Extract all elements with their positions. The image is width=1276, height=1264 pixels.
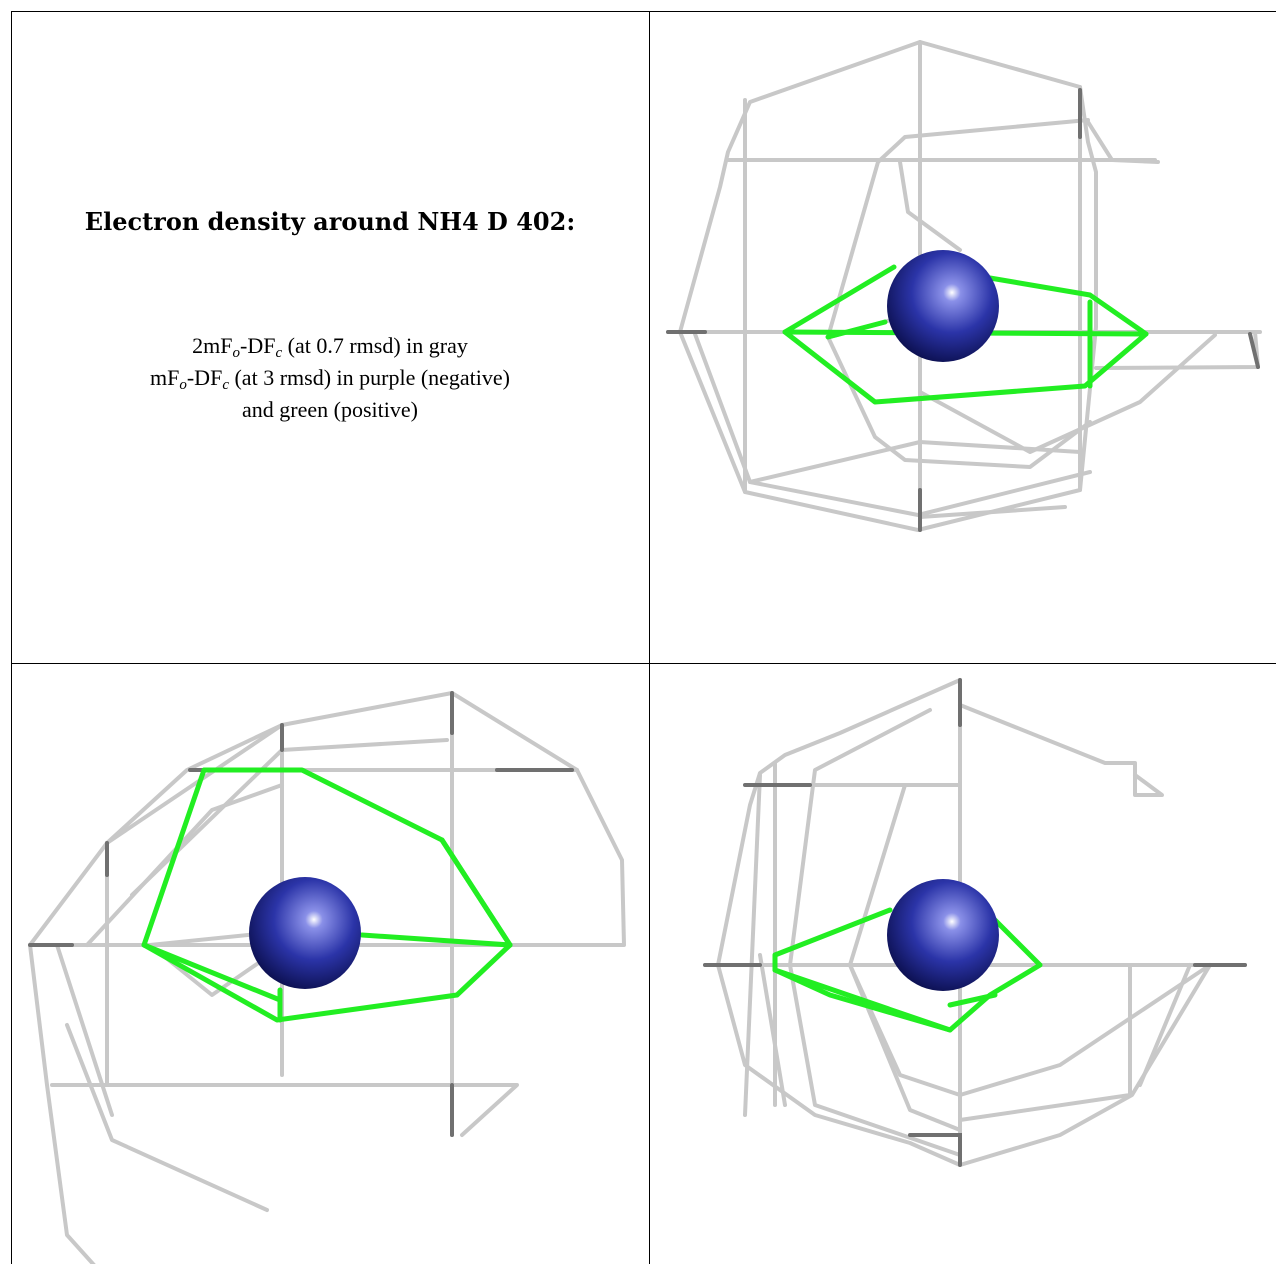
legend-line-fofc: mFo-DFc (at 3 rmsd) in purple (negative) bbox=[150, 365, 510, 393]
nh4-atom-sphere bbox=[887, 879, 999, 991]
grid-divider-vertical bbox=[649, 11, 650, 1264]
grid-border-top bbox=[11, 11, 1276, 12]
legend-line-positive: and green (positive) bbox=[242, 397, 418, 422]
density-mesh-view-1 bbox=[666, 40, 1262, 532]
map-legend: 2mFo-DFc (at 0.7 rmsd) in gray mFo-DFc (… bbox=[12, 330, 648, 426]
nh4-atom-sphere bbox=[887, 250, 999, 362]
nh4-atom-sphere bbox=[249, 877, 361, 989]
mesh-fofc-positive-green bbox=[772, 907, 1043, 1033]
caption-panel: Electron density around NH4 D 402: 2mFo-… bbox=[12, 12, 648, 663]
legend-line-2fofc: 2mFo-DFc (at 0.7 rmsd) in gray bbox=[192, 333, 468, 361]
density-mesh-view-3 bbox=[703, 678, 1247, 1167]
density-mesh-view-2 bbox=[28, 691, 626, 1264]
density-view-2 bbox=[12, 665, 648, 1264]
density-view-3 bbox=[650, 665, 1276, 1264]
mesh-fofc-positive-green bbox=[141, 767, 513, 1023]
mesh-2fofc-dark-edges bbox=[703, 678, 1247, 1167]
figure-title: Electron density around NH4 D 402: bbox=[84, 207, 576, 236]
mesh-2fofc-dark-edges bbox=[666, 88, 1260, 532]
grid-divider-horizontal bbox=[11, 663, 1276, 664]
grid-border-left bbox=[11, 11, 12, 1264]
density-view-1 bbox=[650, 12, 1276, 663]
